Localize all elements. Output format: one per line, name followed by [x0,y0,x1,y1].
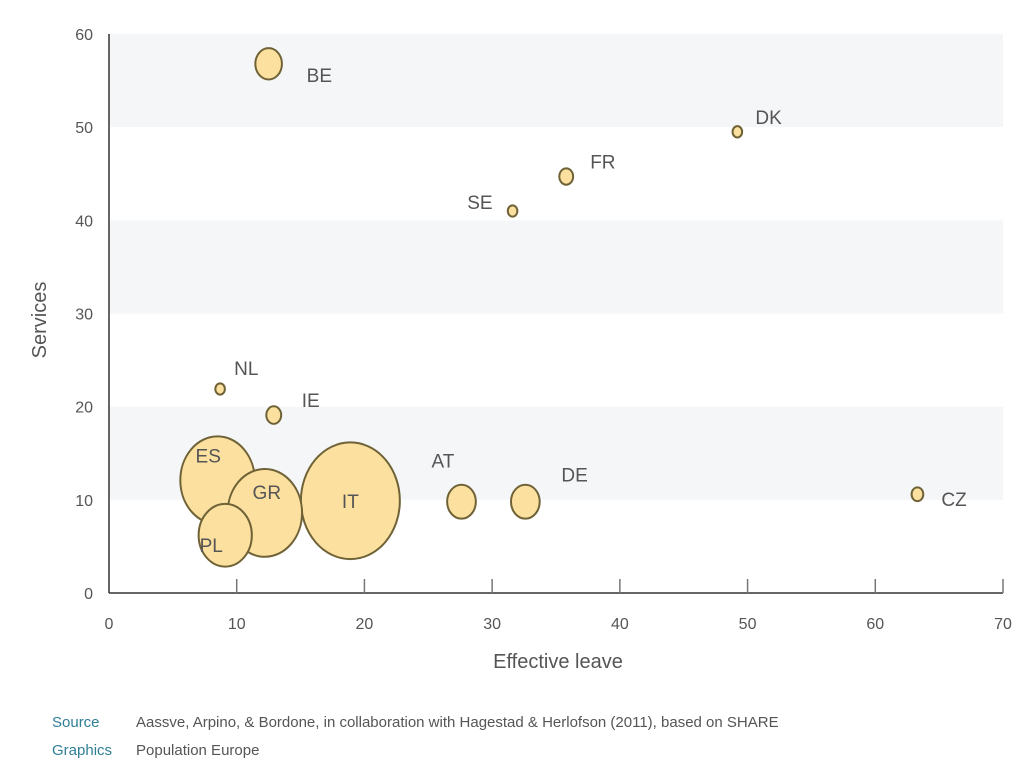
graphics-row: Graphics Population Europe [52,736,992,764]
bubble-at [446,483,477,520]
y-tick-label: 50 [75,120,93,137]
bubble-label-dk: DK [755,108,782,129]
source-key: Source [52,713,100,731]
bubble-label-at: AT [431,452,454,473]
y-tick-label: 30 [75,307,93,324]
bubble-se [506,204,519,218]
bubble-label-fr: FR [590,153,615,174]
bubble-label-gr: GR [253,483,282,504]
grid-bands [109,34,1003,500]
bubble-label-se: SE [467,193,492,214]
chart-svg: 0 10 20 30 40 50 60 70 0 10 20 30 40 50 60 BE DK FR SE NL I… [29,27,1012,673]
x-axis-title: Effective leave [493,651,623,673]
x-tick-label: 40 [611,616,629,633]
bubble-pl [197,502,253,568]
graphics-key: Graphics [52,741,113,759]
y-axis-title: Services [29,282,51,359]
axes [108,34,1003,594]
x-tick-label: 70 [994,616,1012,633]
source-text: Aassve, Arpino, & Bordone, in collaborat… [136,713,779,731]
bubble-label-cz: CZ [941,490,967,511]
y-tick-label: 20 [75,400,93,417]
chart-footer: Source Aassve, Arpino, & Bordone, in col… [52,708,992,764]
bubble-be [254,47,283,81]
bubbles [179,47,925,568]
bubble-label-es: ES [196,446,221,467]
y-tick-label: 40 [75,213,93,230]
bubble-ie [265,405,283,425]
bubble-dk [731,125,744,139]
bubble-chart: 0 10 20 30 40 50 60 70 0 10 20 30 40 50 60 BE DK FR SE NL I… [29,27,1012,673]
bubble-label-pl: PL [200,536,223,557]
bubble-cz [910,486,925,503]
x-tick-label: 50 [739,616,757,633]
bubble-nl [214,382,226,396]
y-tick-label: 10 [75,493,93,510]
bubble-fr [558,167,575,186]
source-row: Source Aassve, Arpino, & Bordone, in col… [52,708,992,736]
bubble-label-it: IT [342,492,359,513]
bubble-label-de: DE [561,466,587,487]
x-tick-label: 20 [356,616,374,633]
x-tick-label: 60 [866,616,884,633]
x-tick-label: 30 [483,616,501,633]
grid-band [109,34,1003,128]
bubble-de [509,483,541,520]
bubble-labels: BE DK FR SE NL IE ES IT GR PL AT DE CZ [196,66,968,557]
graphics-text: Population Europe [136,741,260,759]
x-tick-label: 10 [228,616,246,633]
bubble-label-nl: NL [234,359,258,380]
y-tick-label: 0 [84,586,93,603]
bubble-label-be: BE [307,66,332,87]
ticks: 0 10 20 30 40 50 60 70 0 10 20 30 40 50 60 [75,27,1012,633]
x-tick-label: 0 [105,616,114,633]
grid-band [109,220,1003,314]
y-tick-label: 60 [75,27,93,44]
bubble-label-ie: IE [302,391,320,412]
